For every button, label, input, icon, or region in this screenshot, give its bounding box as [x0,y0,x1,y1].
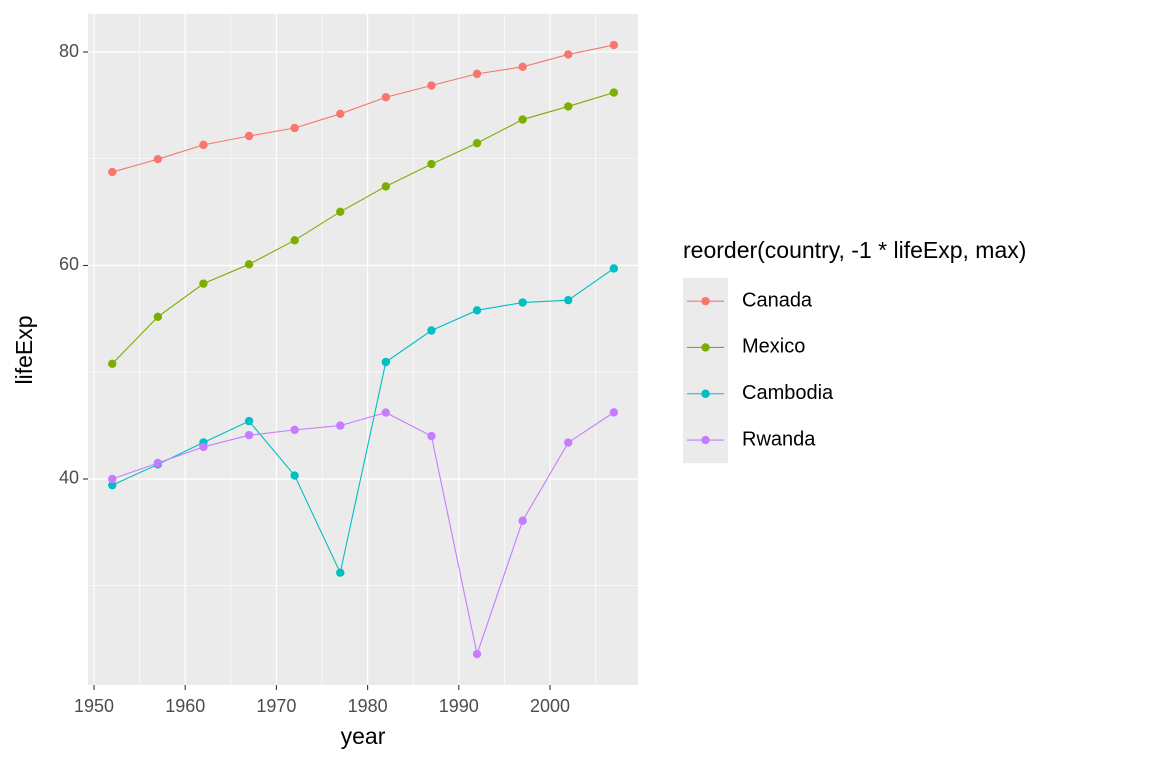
point [336,109,345,119]
x-tick-label: 1980 [348,696,388,716]
series-line [112,411,615,657]
point [564,102,573,111]
x-tick-label: 2000 [530,696,570,716]
legend-label: Cambodia [742,382,834,404]
point [290,471,299,480]
x-tick-label: 1990 [439,696,479,716]
point [472,138,482,148]
point [244,131,254,141]
legend-item: Rwanda [687,428,816,450]
point [108,474,117,484]
x-tick-label: 1970 [256,696,296,716]
legend-point [701,296,710,306]
point [427,431,436,441]
panel [88,14,638,685]
point [153,312,163,322]
series-line [112,268,615,575]
point [381,93,391,102]
point [564,438,573,447]
point [153,154,163,164]
y-tick-label: 80 [59,41,79,61]
point [153,458,163,468]
series-line [111,92,614,365]
point [244,431,254,440]
point [564,295,573,305]
point [199,442,208,452]
point [336,568,345,577]
point [518,115,527,124]
legend-label: Rwanda [742,428,816,450]
x-tick-label: 1950 [74,696,114,716]
legend-item: Mexico [687,336,805,358]
point [609,264,619,273]
point [427,81,436,90]
legend-item: Canada [687,289,813,311]
point [564,50,573,59]
series-line [112,44,614,173]
point [199,140,208,150]
point [518,62,527,72]
legend-point [701,389,710,398]
point [108,359,117,369]
y-axis-title: lifeExp [11,315,37,384]
legend-label: Canada [742,289,813,311]
point [336,207,345,216]
point [290,123,299,133]
point [609,40,619,50]
point [609,88,619,97]
point [381,408,391,417]
point [290,425,299,435]
point [244,416,254,426]
point [381,357,391,367]
point [244,260,254,269]
point [108,167,117,177]
point [609,408,619,417]
point [427,159,436,169]
point [518,298,527,307]
point [427,326,436,335]
x-axis-title: year [341,723,386,749]
legend-title: reorder(country, -1 * lifeExp, max) [683,237,1026,263]
legend-point [701,343,710,352]
point [199,279,208,288]
y-tick-label: 40 [59,468,79,488]
y-tick-label: 60 [59,254,79,274]
legend-item: Cambodia [687,382,834,404]
point [336,421,345,430]
legend-point [701,435,710,445]
point [290,236,299,245]
point [518,516,527,525]
point [472,649,482,659]
point [472,306,482,315]
x-tick-label: 1960 [165,696,205,716]
legend-label: Mexico [742,336,805,358]
point [108,480,117,490]
legend-key-background [683,278,728,464]
point [472,69,482,79]
point [381,182,391,191]
